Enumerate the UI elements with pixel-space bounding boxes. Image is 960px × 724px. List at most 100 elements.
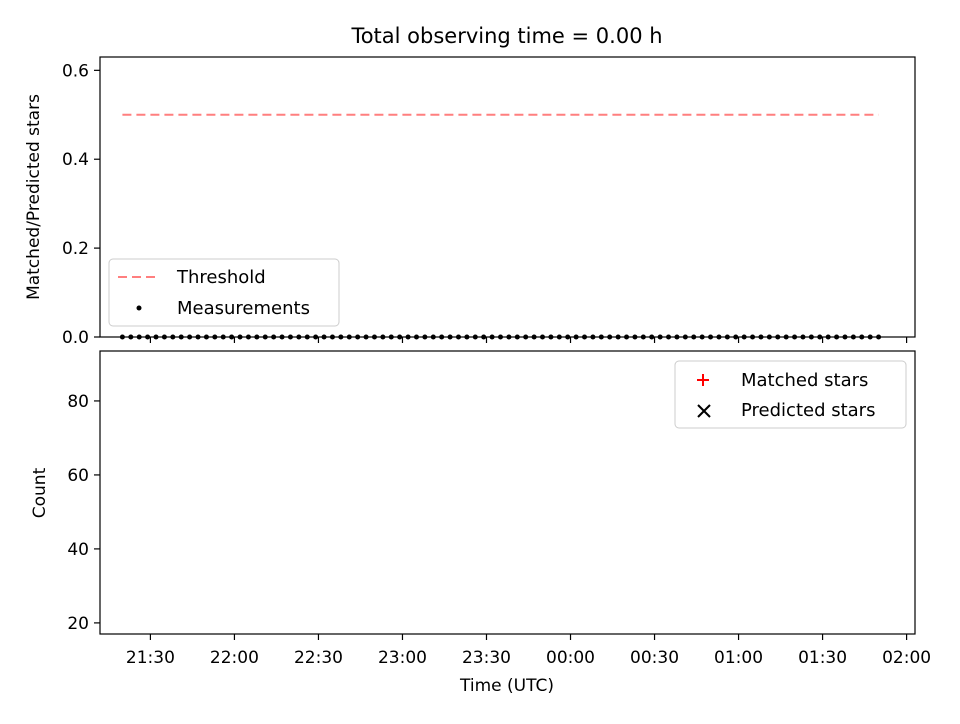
top-panel: 0.0 0.2 0.4 0.6 Matched/Predicted stars Thr… [24,56,916,348]
measurement-point [170,334,176,340]
measurement-point [842,334,848,340]
measurement-point [859,334,865,340]
measurement-point [447,334,453,340]
measurement-point [178,334,184,340]
bottom-x-ticks: 21:30 22:00 22:30 23:00 23:30 00:00 00:30 01:00… [126,634,931,668]
measurement-point [153,334,159,340]
measurement-point [758,334,764,340]
measurement-point [775,334,781,340]
measurement-point [783,334,789,340]
measurement-point [514,334,520,340]
measurement-point [136,334,142,340]
measurement-point [464,334,470,340]
top-legend: Threshold Measurements [108,258,340,327]
x-tick-label: 01:00 [714,648,763,668]
y-tick-label: 0.6 [62,61,89,81]
measurement-point [145,334,151,340]
measurement-point [615,334,621,340]
measurement-point [800,334,806,340]
legend-predicted-label: Predicted stars [741,400,875,421]
measurement-point [741,334,747,340]
measurement-point [682,334,688,340]
measurement-point [481,334,487,340]
bottom-legend-box [674,360,907,429]
x-tick-label: 22:30 [294,648,343,668]
measurement-point [119,334,125,340]
top-legend-box [108,258,340,327]
measurement-point [212,334,218,340]
x-tick-label: 22:00 [210,648,259,668]
x-tick-label: 02:00 [882,648,931,668]
measurement-point [750,334,756,340]
measurement-point [540,334,546,340]
measurement-point [825,334,831,340]
y-tick-label: 40 [67,540,89,560]
measurement-point [413,334,419,340]
measurement-point [834,334,840,340]
measurement-point [430,334,436,340]
y-tick-label: 0.4 [62,150,89,170]
measurement-point [556,334,562,340]
measurement-point [657,334,663,340]
measurement-point [397,334,403,340]
bottom-y-ticks: 20 40 60 80 [67,392,100,634]
legend-measurements-swatch [136,305,142,311]
measurement-point [548,334,554,340]
top-x-ticks [149,337,908,343]
measurement-point [582,334,588,340]
measurement-point [187,334,193,340]
x-tick-label: 00:30 [630,648,679,668]
measurement-point [405,334,411,340]
top-series [119,113,882,340]
measurement-point [304,334,310,340]
measurement-point [388,334,394,340]
bottom-legend: Matched stars Predicted stars [674,360,907,429]
measurement-point [674,334,680,340]
measurement-point [649,334,655,340]
measurement-point [279,334,285,340]
measurement-point [338,334,344,340]
measurement-point [229,334,235,340]
top-y-ticks: 0.0 0.2 0.4 0.6 [62,61,100,348]
measurement-point [313,334,319,340]
top-y-axis-label: Matched/Predicted stars [24,94,44,300]
measurement-point [590,334,596,340]
x-tick-label: 21:30 [126,648,175,668]
measurement-point [254,334,260,340]
measurement-point [506,334,512,340]
measurement-point [808,334,814,340]
y-tick-label: 0.2 [62,239,89,259]
measurement-point [708,334,714,340]
measurement-point [766,334,772,340]
measurement-point [422,334,428,340]
legend-matched-label: Matched stars [741,370,868,391]
bottom-y-axis-label: Count [30,467,50,518]
x-axis-label: Time (UTC) [459,676,554,696]
chart-title: Total observing time = 0.00 h [350,24,662,48]
y-tick-label: 80 [67,392,89,412]
measurement-point [607,334,613,340]
x-tick-label: 23:30 [462,648,511,668]
y-tick-label: 60 [67,466,89,486]
measurement-point [380,334,386,340]
measurement-point [203,334,209,340]
measurement-point [850,334,856,340]
measurement-point [632,334,638,340]
measurement-point [876,334,882,340]
measurement-point [817,334,823,340]
measurement-point [321,334,327,340]
measurement-point [355,334,361,340]
measurement-point [640,334,646,340]
legend-threshold-label: Threshold [176,267,266,288]
measurement-point [455,334,461,340]
measurement-point [691,334,697,340]
measurement-point [346,334,352,340]
measurement-point [666,334,672,340]
measurement-point [128,334,134,340]
measurement-point [867,334,873,340]
y-tick-label: 20 [67,614,89,634]
bottom-panel: 20 40 60 80 21:30 22:00 22:30 23:00 23:30 00:00 0… [30,350,931,696]
measurement-point [724,334,730,340]
measurement-point [716,334,722,340]
